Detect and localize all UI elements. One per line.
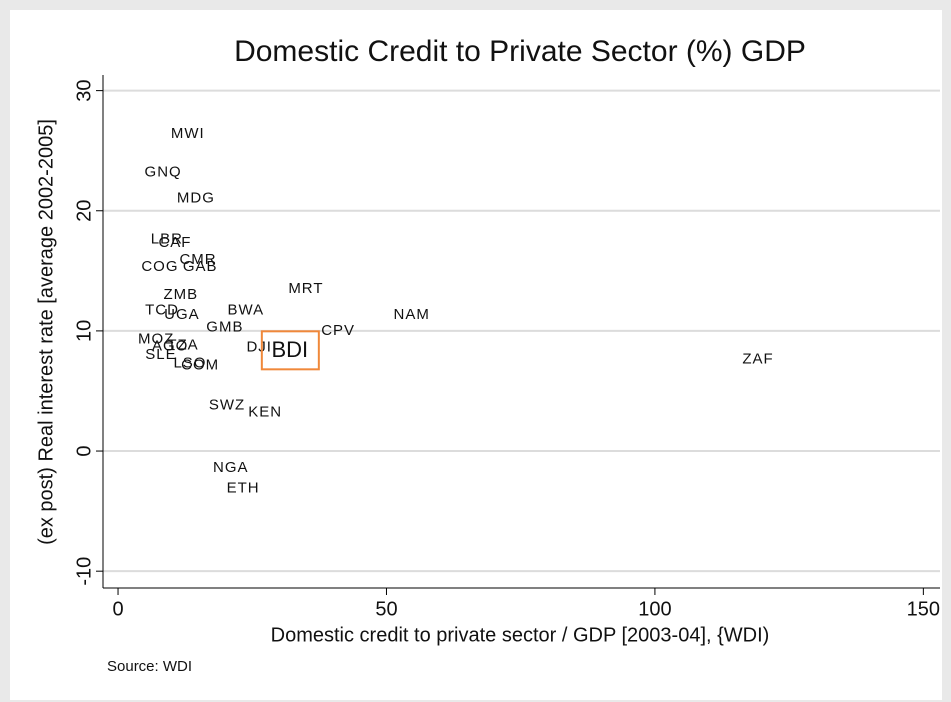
point-label: CPV (321, 322, 355, 339)
y-tick-label: 30 (73, 79, 95, 101)
y-axis-title: (ex post) Real interest rate [average 20… (35, 119, 57, 545)
point-label: CMR (179, 251, 216, 268)
y-tick-label: 10 (73, 320, 95, 342)
x-tick-label: 100 (638, 598, 671, 620)
point-label: ZMB (164, 286, 199, 303)
y-tick-label: 20 (73, 200, 95, 222)
point-label: COG (141, 258, 178, 275)
point-label: DJI (246, 339, 272, 356)
source-note: Source: WDI (107, 658, 192, 675)
y-tick-label: -10 (73, 557, 95, 586)
point-label: AGO (152, 337, 188, 354)
point-label: LBR (151, 231, 183, 248)
point-label: CAF (158, 234, 191, 251)
point-label: COM (181, 357, 219, 374)
point-label: LSO (173, 354, 206, 371)
point-label: SWZ (209, 396, 245, 413)
x-tick-label: 0 (112, 598, 123, 620)
point-label: ZAF (742, 351, 773, 368)
point-label: MDG (177, 190, 215, 207)
y-tick-label: 0 (73, 445, 95, 456)
x-axis-title: Domestic credit to private sector / GDP … (271, 624, 770, 646)
point-label: NAM (394, 306, 430, 323)
point-label: TZA (167, 336, 198, 353)
point-label: ETH (227, 479, 260, 496)
chart-title: Domestic Credit to Private Sector (%) GD… (234, 35, 806, 68)
point-label: MOZ (138, 330, 174, 347)
point-label: GNQ (145, 163, 182, 180)
point-label: KEN (248, 404, 282, 421)
point-label: BDI (271, 337, 308, 362)
chart-background (10, 10, 942, 700)
highlight-box (260, 330, 320, 371)
point-label: NGA (213, 459, 249, 476)
point-label: SLE (145, 346, 176, 363)
point-label: MRT (288, 280, 323, 297)
point-label: MWI (171, 125, 205, 142)
point-label: BWA (227, 301, 264, 318)
point-label: TCD (145, 301, 179, 318)
point-label: GAB (183, 258, 218, 275)
point-label: GMB (206, 318, 243, 335)
x-tick-label: 150 (907, 598, 940, 620)
point-label: UGA (164, 306, 200, 323)
x-tick-label: 50 (375, 598, 397, 620)
